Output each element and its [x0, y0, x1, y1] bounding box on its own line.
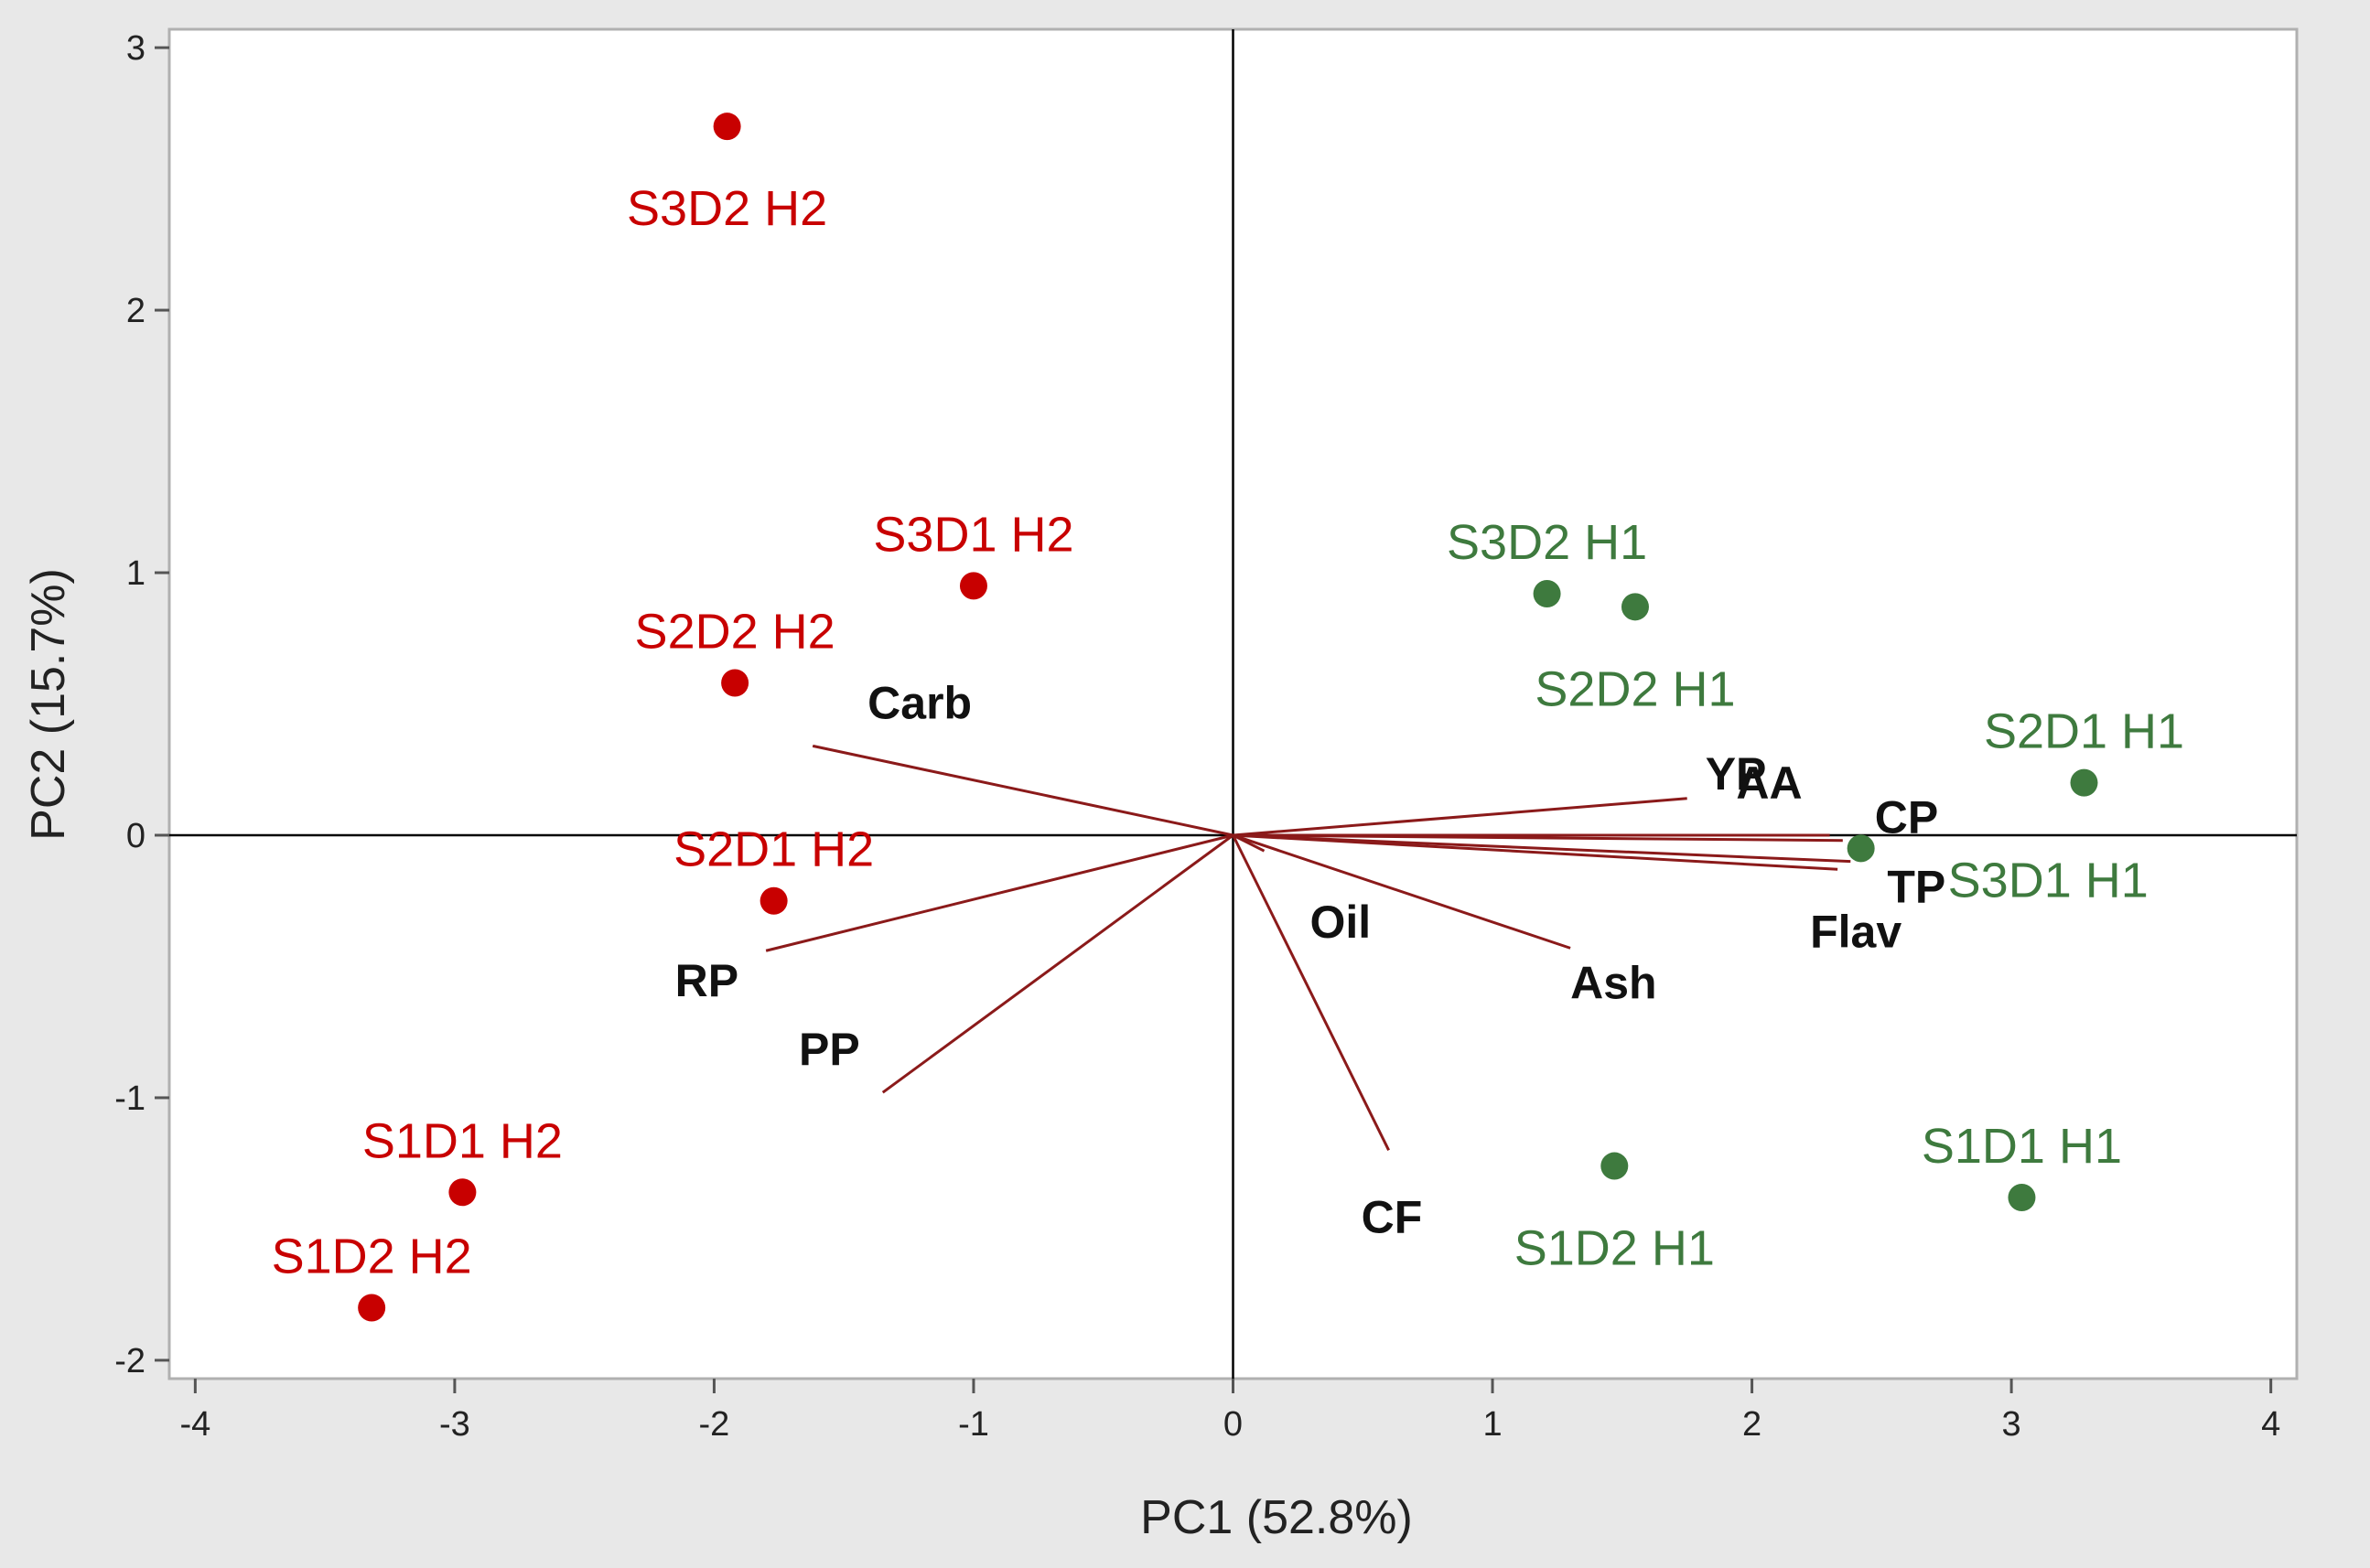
y-tick-label: 0	[126, 817, 145, 855]
y-tick-label: -2	[114, 1342, 145, 1380]
loading-vector	[765, 833, 1233, 952]
y-tick-label: -1	[114, 1079, 145, 1118]
score-point	[1621, 593, 1649, 621]
loading-label: Flav	[1810, 906, 1901, 957]
loading-vector	[1233, 833, 1838, 871]
score-point	[1600, 1152, 1629, 1180]
loading-label: Ash	[1570, 957, 1656, 1008]
loading-label: CF	[1362, 1191, 1423, 1242]
point-label: S1D1 H1	[1922, 1119, 2122, 1174]
score-point	[759, 886, 788, 915]
point-label: S3D1 H1	[1948, 853, 2149, 908]
x-axis-title: PC1 (52.8%)	[1140, 1491, 1413, 1544]
loading-label: PP	[799, 1024, 860, 1075]
score-point	[959, 572, 987, 600]
score-point	[358, 1294, 386, 1322]
point-label: S2D1 H2	[673, 822, 874, 877]
loading-vector	[812, 744, 1233, 837]
y-tick-label: 3	[126, 29, 145, 68]
point-label: S1D1 H2	[362, 1113, 563, 1168]
loading-label: AA	[1736, 757, 1802, 809]
loading-vector	[1232, 834, 1390, 1152]
loading-label: RP	[675, 955, 738, 1006]
score-point	[1533, 579, 1561, 607]
score-point	[1847, 834, 1875, 863]
x-tick-label: -1	[958, 1405, 989, 1444]
x-tick-label: 2	[1742, 1405, 1761, 1444]
score-point	[2070, 768, 2098, 797]
point-label: S1D2 H2	[272, 1230, 472, 1284]
point-label: S3D1 H2	[873, 507, 1073, 562]
loading-label: TP	[1887, 862, 1945, 913]
score-points: S3D2 H2 S3D1 H2 S2D2 H2 S2D1 H2 S1D1 H2 S1D2 …	[272, 113, 2184, 1322]
point-label: S2D2 H2	[635, 605, 835, 660]
loading-vector	[1233, 797, 1687, 837]
x-tick-label: 1	[1482, 1405, 1502, 1444]
point-label: S1D2 H1	[1514, 1221, 1715, 1276]
loading-vector	[1233, 833, 1843, 843]
point-label: S2D2 H1	[1535, 661, 1735, 716]
y-tick-label: 1	[126, 554, 145, 593]
x-tick-label: -4	[179, 1405, 210, 1444]
x-tick-label: 0	[1223, 1405, 1243, 1444]
loading-label: CP	[1875, 792, 1938, 843]
y-tick-label: 2	[126, 292, 145, 330]
x-tick-label: 4	[2261, 1405, 2280, 1444]
point-label: S2D1 H1	[1984, 704, 2184, 759]
point-label: S3D2 H1	[1447, 515, 1647, 570]
loading-label: Carb	[867, 677, 972, 728]
loading-vector	[881, 833, 1234, 1094]
score-point	[713, 113, 741, 141]
loading-label: Oil	[1310, 897, 1372, 948]
score-point	[721, 669, 749, 697]
loading-label: YP	[1706, 748, 1767, 800]
score-point	[2008, 1183, 2036, 1211]
y-axis-title: PC2 (15.7%)	[22, 568, 75, 841]
point-label: S3D2 H2	[627, 181, 827, 236]
x-tick-label: -3	[439, 1405, 470, 1444]
score-point	[448, 1178, 477, 1207]
loading-vector	[1233, 833, 1571, 950]
x-tick-label: -2	[699, 1405, 730, 1444]
loading-vector	[1233, 833, 1851, 864]
axis-ticks: -4 -3 -2 -1 0 1 2 3 4 -2 -1 0 1 2 3	[114, 29, 2280, 1444]
x-tick-label: 3	[2002, 1405, 2021, 1444]
